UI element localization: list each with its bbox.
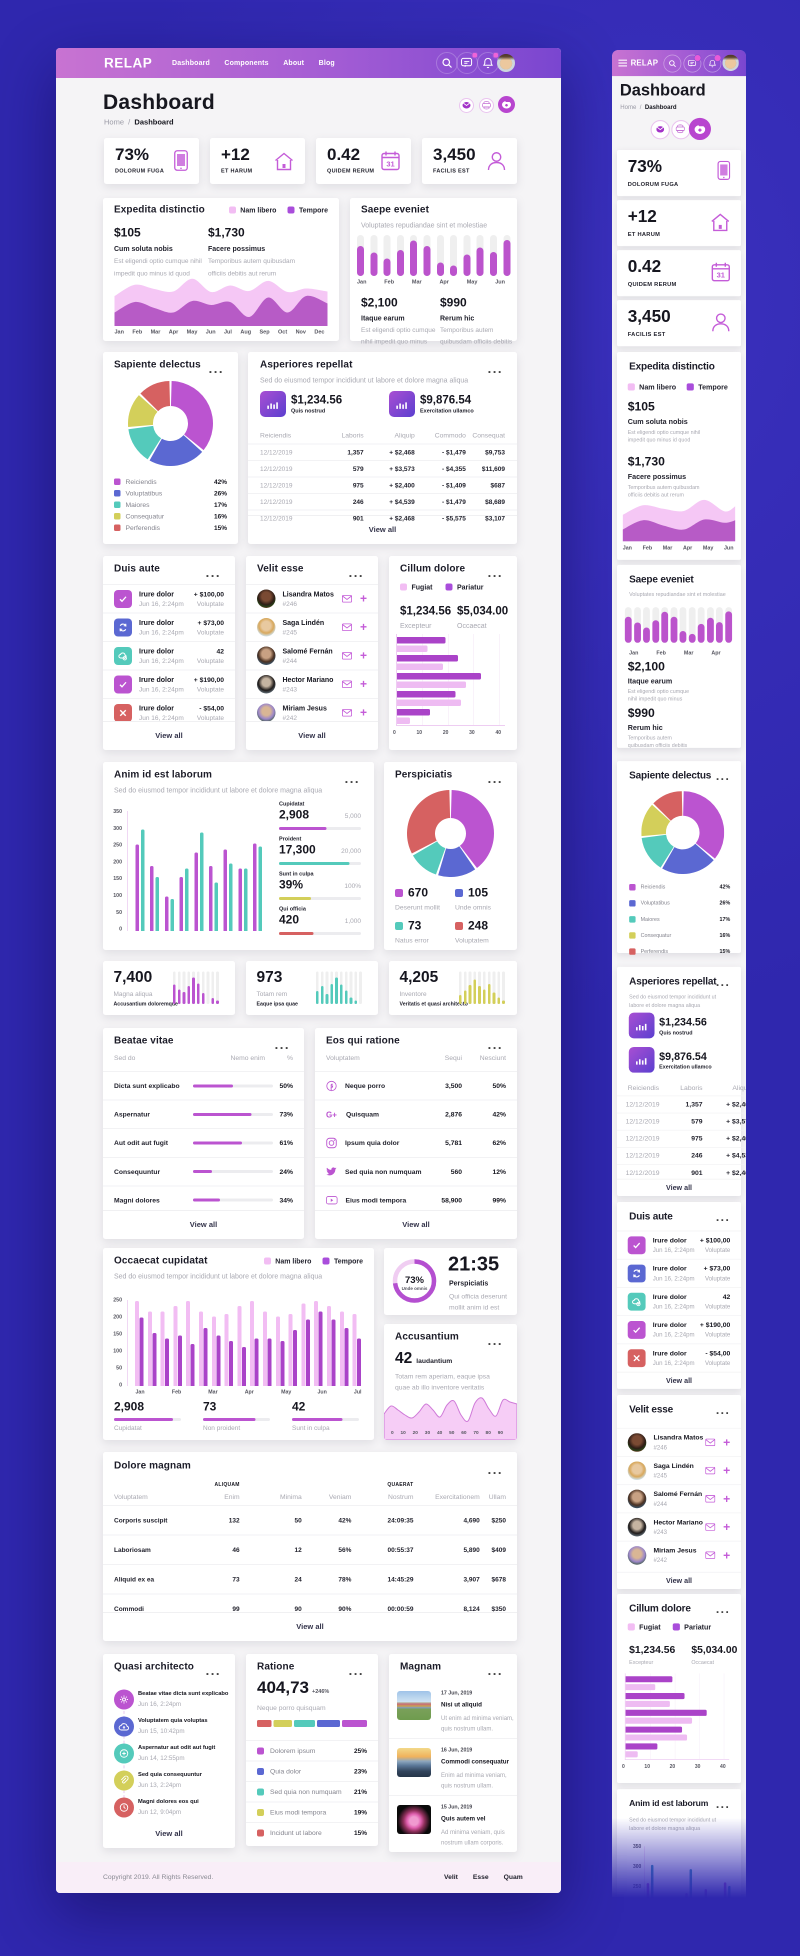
svg-text:31: 31 <box>386 160 394 169</box>
svg-text:31: 31 <box>717 271 725 280</box>
svg-text:G+: G+ <box>326 1110 337 1119</box>
